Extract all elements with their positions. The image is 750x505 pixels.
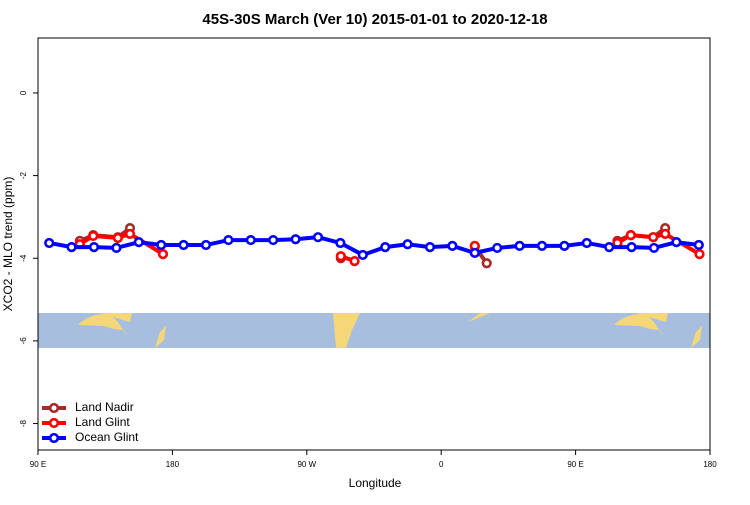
data-point xyxy=(357,249,368,261)
y-tick-label: -4 xyxy=(19,254,28,262)
data-point xyxy=(660,228,671,239)
data-point xyxy=(694,249,705,260)
chart-title: 45S-30S March (Ver 10) 2015-01-01 to 202… xyxy=(202,11,547,28)
data-point xyxy=(124,228,136,239)
data-point xyxy=(648,232,659,243)
map-strip xyxy=(38,313,710,348)
data-point xyxy=(335,251,346,262)
legend-label: Land Nadir xyxy=(75,400,134,414)
x-axis-label: Longitude xyxy=(349,476,402,490)
x-tick-label: 90 W xyxy=(297,460,316,469)
legend-marker xyxy=(48,417,60,429)
data-point xyxy=(44,237,55,249)
data-point xyxy=(380,241,391,253)
data-point xyxy=(559,240,570,251)
data-point xyxy=(156,239,167,251)
data-point xyxy=(447,240,458,251)
data-point xyxy=(693,239,704,251)
data-point xyxy=(604,241,615,253)
data-point xyxy=(290,234,301,245)
data-point xyxy=(112,232,123,244)
data-point xyxy=(111,242,122,254)
data-point xyxy=(349,256,360,267)
data-point xyxy=(178,239,189,251)
data-point xyxy=(671,237,682,248)
x-tick-label: 180 xyxy=(703,460,717,469)
legend-marker xyxy=(48,402,60,414)
x-tick-label: 90 E xyxy=(30,460,46,469)
data-point xyxy=(492,242,503,254)
data-point xyxy=(402,239,413,250)
data-point xyxy=(625,230,636,241)
y-tick-label: 0 xyxy=(19,90,28,95)
data-point xyxy=(66,241,77,253)
y-tick-label: -2 xyxy=(19,172,28,180)
data-point xyxy=(536,240,548,251)
data-point xyxy=(481,258,492,269)
x-tick-label: 0 xyxy=(439,460,444,469)
data-point xyxy=(626,241,637,253)
data-point xyxy=(157,249,169,260)
data-point xyxy=(268,234,279,246)
x-tick-label: 90 E xyxy=(567,460,583,469)
data-point xyxy=(223,234,234,246)
data-point xyxy=(200,239,212,251)
data-point xyxy=(469,247,480,258)
data-point xyxy=(514,240,525,251)
y-tick-label: -8 xyxy=(19,419,28,427)
data-point xyxy=(133,237,144,248)
y-axis-label: XCO2 - MLO trend (ppm) xyxy=(1,177,15,312)
data-point xyxy=(88,241,100,253)
data-point xyxy=(424,241,436,253)
legend-label: Land Glint xyxy=(75,415,130,429)
plot-frame xyxy=(37,37,711,451)
x-tick-label: 180 xyxy=(166,460,180,469)
data-point xyxy=(581,237,592,249)
data-point xyxy=(312,232,324,243)
data-point xyxy=(648,242,660,254)
data-point xyxy=(335,237,346,249)
data-point xyxy=(88,230,99,242)
y-tick-label: -6 xyxy=(19,337,28,345)
legend-label: Ocean Glint xyxy=(75,430,139,444)
legend-marker xyxy=(48,432,60,444)
data-point xyxy=(245,234,256,246)
